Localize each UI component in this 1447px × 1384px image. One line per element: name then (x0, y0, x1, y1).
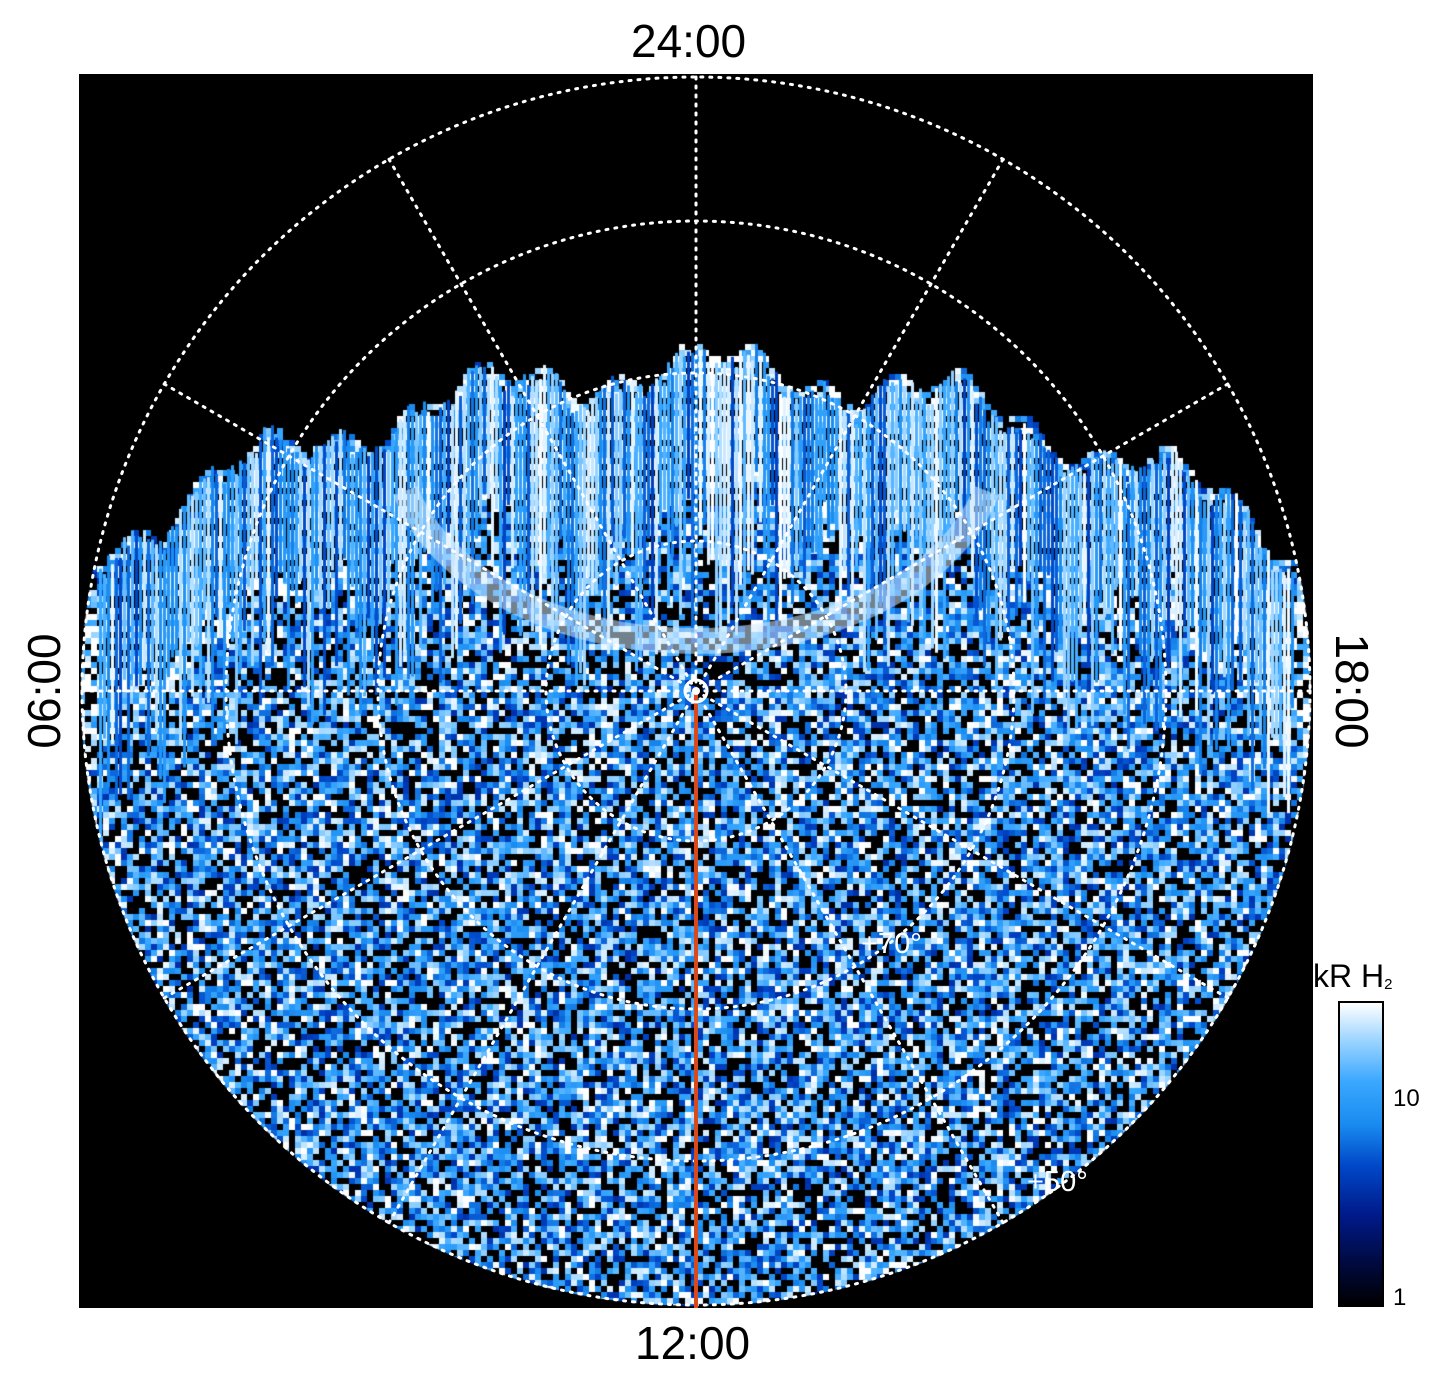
meridian-line-10 (694, 689, 1006, 1227)
meridian-line-22 (386, 155, 698, 693)
meridian-line-14 (386, 689, 698, 1227)
local-time-label-top: 24:00 (631, 15, 747, 67)
colorbar (1338, 1001, 1384, 1307)
local-time-label-bottom: 12:00 (635, 1317, 751, 1369)
meridian-line-2 (694, 155, 1006, 693)
polar-grid-overlay (79, 74, 1313, 1308)
colorbar-tick-label-1: 1 (1393, 1284, 1407, 1311)
latitude-label-70: +70° (861, 928, 922, 960)
local-time-label-right: 18:00 (1326, 633, 1378, 749)
local-time-label-left: 06:00 (18, 633, 70, 749)
colorbar-title-text: kR H (1313, 958, 1385, 994)
meridian-line-8 (694, 689, 1232, 1001)
pole-marker-ring (683, 678, 709, 704)
colorbar-title: kR H2 (1313, 960, 1392, 992)
pole-marker-dot (692, 687, 700, 695)
polar-plot-panel: +70° +50° (79, 74, 1313, 1308)
meridian-line-20 (160, 381, 698, 693)
latitude-label-50: +50° (1027, 1166, 1088, 1198)
meridian-line-16 (160, 689, 698, 1001)
colorbar-title-subscript: 2 (1384, 976, 1393, 993)
colorbar-tick-label-10: 10 (1393, 1085, 1420, 1112)
meridian-line-4 (694, 381, 1232, 693)
